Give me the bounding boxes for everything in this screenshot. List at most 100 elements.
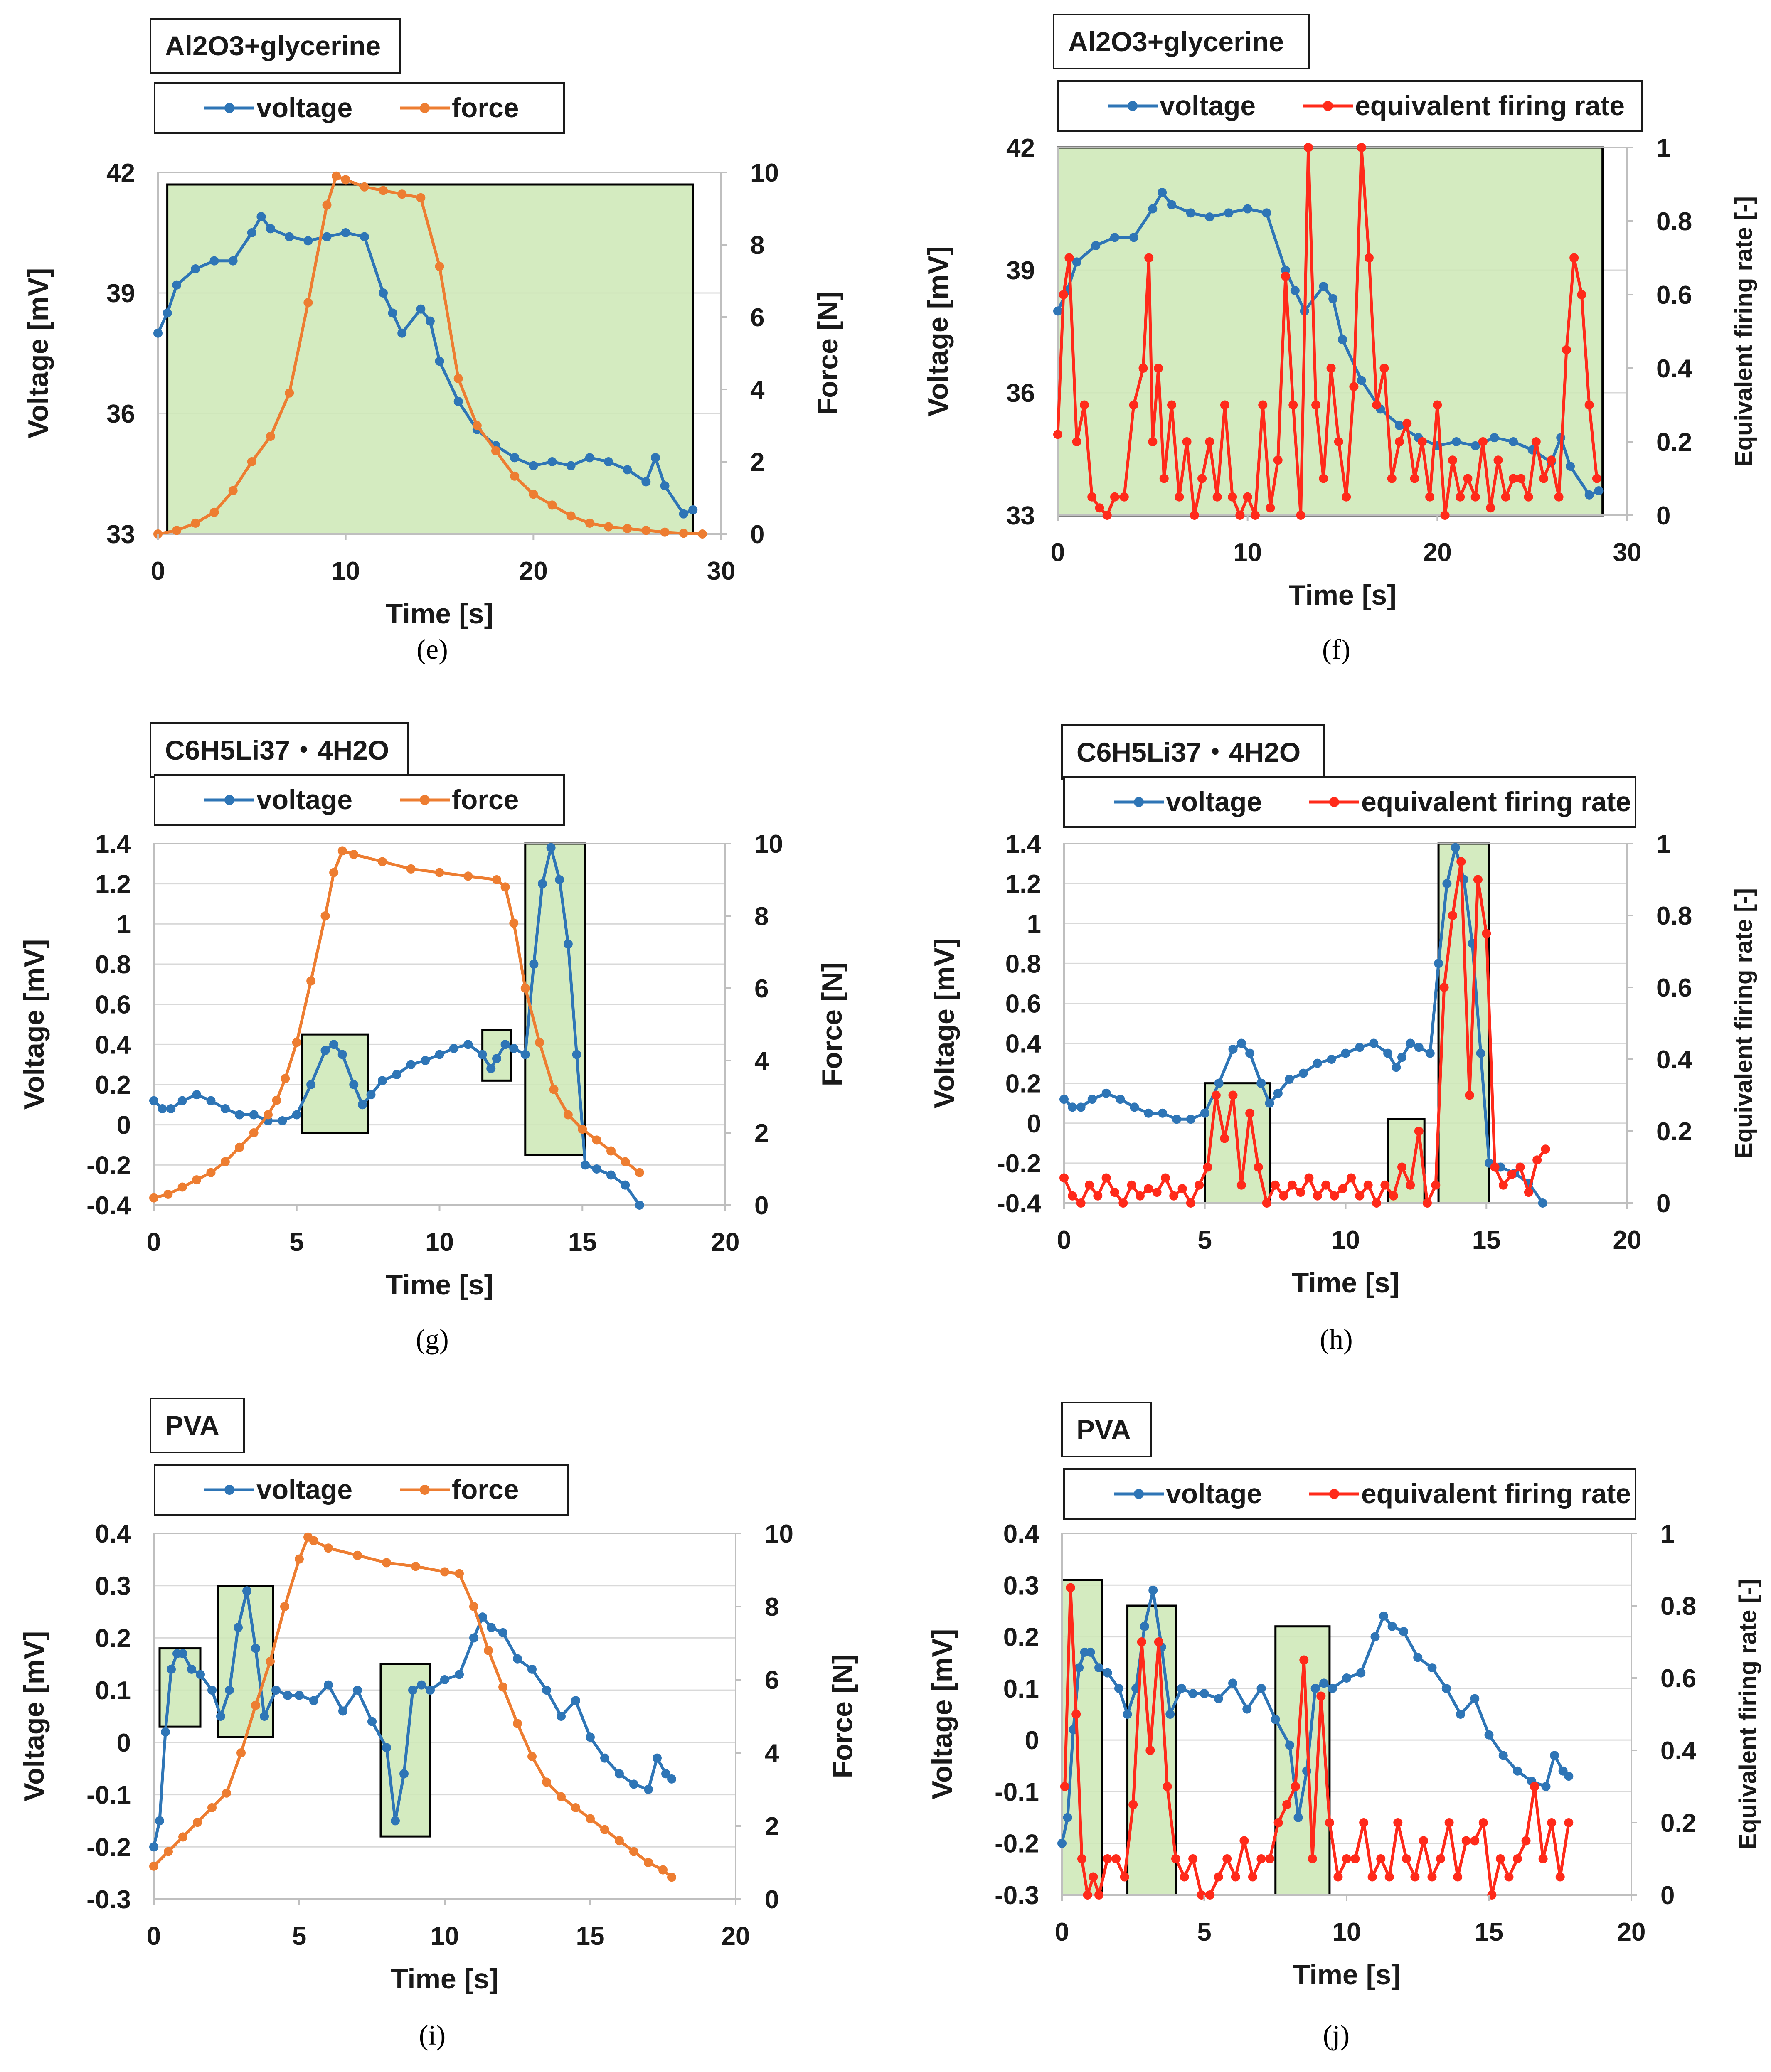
data-point-voltage <box>1541 1782 1551 1791</box>
data-point-equivalent-firing-rate <box>1498 1180 1508 1190</box>
data-point-voltage <box>1158 188 1167 197</box>
data-point-voltage <box>1298 1068 1308 1078</box>
x-axis-label: Time [s] <box>386 1269 493 1301</box>
data-point-equivalent-firing-rate <box>1222 1854 1232 1863</box>
chart-panel-i: 0 5 10 15 20 -0.3 -0.2 -0.1 0 0.1 0.2 0.3 0.4 0 2 4 6 8 10… <box>18 1398 858 2051</box>
data-point-force <box>192 1175 202 1185</box>
data-point-equivalent-firing-rate <box>1279 1191 1288 1201</box>
data-point-force <box>660 527 670 537</box>
data-point-voltage <box>1392 1063 1401 1072</box>
legend-label: equivalent firing rate <box>1361 786 1631 817</box>
legend-swatch-marker <box>420 795 430 805</box>
data-point-voltage <box>566 461 576 470</box>
data-point-force <box>236 1748 246 1757</box>
data-point-voltage <box>417 1680 426 1690</box>
data-point-voltage <box>158 1104 167 1113</box>
data-point-equivalent-firing-rate <box>1068 1191 1077 1201</box>
data-point-voltage <box>1310 1683 1320 1693</box>
data-point-voltage <box>1456 1710 1465 1719</box>
data-point-force <box>549 1085 559 1094</box>
data-point-voltage <box>478 1050 487 1059</box>
data-point-voltage <box>1490 433 1499 443</box>
data-point-voltage <box>586 1732 595 1742</box>
data-point-voltage <box>149 1842 158 1852</box>
data-point-equivalent-firing-rate <box>1321 1180 1331 1190</box>
data-point-force <box>529 490 538 499</box>
data-point-voltage <box>353 1686 362 1695</box>
data-point-equivalent-firing-rate <box>1308 1854 1317 1863</box>
data-point-force <box>406 864 416 874</box>
data-point-voltage <box>1566 462 1575 471</box>
data-point-equivalent-firing-rate <box>1395 437 1404 446</box>
data-point-equivalent-firing-rate <box>1101 1173 1111 1183</box>
data-point-voltage <box>463 1040 473 1049</box>
legend-label: voltage <box>1160 90 1256 121</box>
data-point-voltage <box>391 1816 400 1826</box>
title-box <box>150 722 409 778</box>
data-point-equivalent-firing-rate <box>1137 1637 1146 1646</box>
data-point-equivalent-firing-rate <box>1531 437 1541 446</box>
data-point-force <box>349 850 359 859</box>
x-tick-label: 0 <box>147 1228 161 1257</box>
data-point-force <box>644 1858 653 1867</box>
data-point-voltage <box>1285 1740 1294 1750</box>
y2-axis-label: Equivalent firing rate [-] <box>1730 888 1757 1159</box>
y-tick-label: 33 <box>106 520 135 549</box>
data-point-equivalent-firing-rate <box>1110 1188 1119 1197</box>
y-tick-label: 1 <box>117 910 131 939</box>
data-point-voltage <box>1397 1053 1406 1062</box>
data-point-voltage <box>425 316 435 326</box>
data-point-voltage <box>1236 1038 1246 1048</box>
data-point-voltage <box>1383 1048 1393 1058</box>
highlight-box <box>524 842 586 1156</box>
data-point-equivalent-firing-rate <box>1436 1854 1446 1863</box>
data-point-force <box>563 1110 573 1120</box>
data-point-voltage <box>295 1691 304 1700</box>
panel-caption: (g) <box>416 1323 448 1355</box>
data-point-voltage <box>1387 1622 1397 1631</box>
data-point-voltage <box>498 1628 507 1637</box>
y2-tick-label: 0.4 <box>1656 1046 1692 1074</box>
data-point-voltage <box>1470 441 1480 450</box>
data-point-equivalent-firing-rate <box>1163 1782 1172 1791</box>
data-point-voltage <box>338 1706 347 1716</box>
chart-title: C6H5Li37・4H2O <box>1076 737 1301 768</box>
data-point-equivalent-firing-rate <box>1363 1180 1373 1190</box>
data-point-equivalent-firing-rate <box>1138 364 1148 373</box>
chart-title: Al2O3+glycerine <box>165 30 381 61</box>
data-point-equivalent-firing-rate <box>1160 1173 1170 1183</box>
data-point-force <box>191 518 200 528</box>
data-point-voltage <box>1256 1683 1266 1693</box>
data-point-equivalent-firing-rate <box>1059 290 1068 299</box>
data-point-equivalent-firing-rate <box>1448 911 1457 920</box>
data-point-equivalent-firing-rate <box>1053 430 1062 439</box>
data-point-voltage <box>1379 1611 1389 1621</box>
x-tick-label: 20 <box>1613 1226 1642 1255</box>
y-tick-label: 0.4 <box>1005 1030 1042 1058</box>
data-point-equivalent-firing-rate <box>1089 1872 1098 1882</box>
data-point-equivalent-firing-rate <box>1439 983 1449 992</box>
data-point-equivalent-firing-rate <box>1530 1782 1539 1791</box>
legend-swatch-marker <box>1329 797 1339 807</box>
legend-swatch-marker <box>420 1485 430 1495</box>
data-point-equivalent-firing-rate <box>1486 503 1495 513</box>
y2-tick-label: 10 <box>765 1520 793 1548</box>
data-point-voltage <box>1356 1668 1366 1678</box>
data-point-voltage <box>1205 212 1214 222</box>
data-point-voltage <box>571 1696 580 1705</box>
data-point-force <box>222 1788 231 1798</box>
data-point-equivalent-firing-rate <box>1214 1872 1223 1882</box>
data-point-equivalent-firing-rate <box>1175 492 1184 502</box>
data-point-voltage <box>478 1612 487 1622</box>
data-point-equivalent-firing-rate <box>1197 474 1207 483</box>
plot-frame <box>1057 147 1628 516</box>
data-point-voltage <box>260 1712 269 1721</box>
data-point-equivalent-firing-rate <box>1513 1854 1522 1863</box>
data-point-equivalent-firing-rate <box>1154 364 1163 373</box>
data-point-equivalent-firing-rate <box>1060 1782 1069 1791</box>
legend-label: equivalent firing rate <box>1361 1478 1631 1509</box>
data-point-equivalent-firing-rate <box>1325 1818 1334 1827</box>
data-point-voltage <box>225 1686 234 1695</box>
data-point-voltage <box>1172 1115 1181 1124</box>
data-point-equivalent-firing-rate <box>1493 455 1503 465</box>
